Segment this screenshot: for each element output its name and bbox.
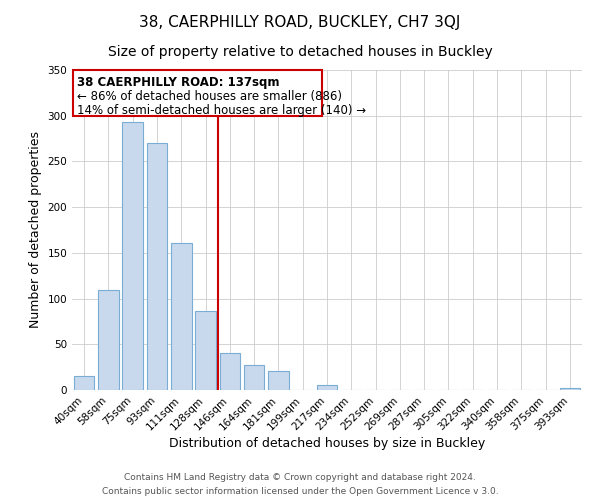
Bar — [560, 388, 580, 390]
Bar — [122, 122, 143, 390]
Bar — [317, 386, 337, 390]
Text: 38 CAERPHILLY ROAD: 137sqm: 38 CAERPHILLY ROAD: 137sqm — [77, 76, 280, 90]
Bar — [195, 312, 216, 390]
Bar — [268, 371, 289, 390]
Bar — [220, 354, 240, 390]
Text: ← 86% of detached houses are smaller (886): ← 86% of detached houses are smaller (88… — [77, 90, 342, 103]
Bar — [74, 376, 94, 390]
Bar — [171, 243, 191, 390]
Text: Contains public sector information licensed under the Open Government Licence v : Contains public sector information licen… — [101, 486, 499, 496]
Text: Contains HM Land Registry data © Crown copyright and database right 2024.: Contains HM Land Registry data © Crown c… — [124, 473, 476, 482]
Text: 38, CAERPHILLY ROAD, BUCKLEY, CH7 3QJ: 38, CAERPHILLY ROAD, BUCKLEY, CH7 3QJ — [139, 15, 461, 30]
X-axis label: Distribution of detached houses by size in Buckley: Distribution of detached houses by size … — [169, 438, 485, 450]
Bar — [244, 366, 265, 390]
Text: Size of property relative to detached houses in Buckley: Size of property relative to detached ho… — [107, 45, 493, 59]
Bar — [73, 70, 322, 116]
Text: 14% of semi-detached houses are larger (140) →: 14% of semi-detached houses are larger (… — [77, 104, 366, 117]
Bar — [98, 290, 119, 390]
Y-axis label: Number of detached properties: Number of detached properties — [29, 132, 42, 328]
Bar — [146, 143, 167, 390]
